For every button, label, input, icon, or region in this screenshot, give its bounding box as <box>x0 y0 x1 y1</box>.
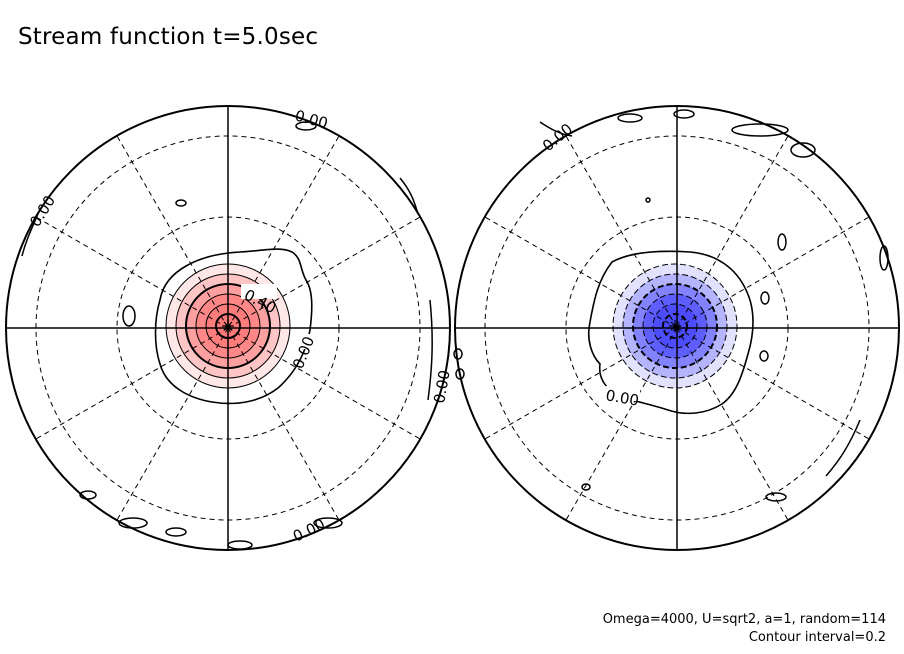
rim-contour <box>825 419 861 477</box>
small-contour <box>731 123 789 137</box>
contour-label: 0.00 <box>289 334 318 372</box>
small-contour <box>581 483 591 491</box>
small-contour <box>645 197 651 203</box>
contour-level <box>185 283 271 369</box>
pole-marker <box>222 320 234 332</box>
meridian-line <box>676 327 870 440</box>
contour-lines <box>453 109 889 502</box>
rim-contour <box>539 121 573 137</box>
small-contour <box>175 199 187 207</box>
pole-marker <box>669 320 681 332</box>
contour-level <box>175 273 281 379</box>
meridian-line <box>227 327 340 521</box>
small-contour <box>295 121 317 131</box>
meridian-line <box>35 327 229 440</box>
hemisphere-outline <box>5 105 451 551</box>
meridian-line <box>484 327 678 440</box>
contour-level <box>612 263 738 389</box>
contour-level <box>662 313 688 339</box>
contour-level <box>165 263 291 389</box>
meridian-line <box>116 135 229 329</box>
plot-footer: Omega=4000, U=sqrt2, a=1, random=114 Con… <box>603 611 886 647</box>
meridian-line <box>676 216 870 329</box>
contour-level <box>195 293 261 359</box>
contour-level <box>215 313 241 339</box>
contour-level <box>642 293 708 359</box>
plot-title: Stream function t=5.0sec <box>18 24 319 50</box>
meridian-line <box>676 135 789 329</box>
contour-level <box>205 303 251 349</box>
contour-label: 0.00 <box>430 369 454 405</box>
small-contour <box>617 113 643 123</box>
small-contour <box>790 142 816 158</box>
zero-contour <box>587 250 754 415</box>
meridian-line <box>676 327 789 521</box>
contour-interval-text: Contour interval=0.2 <box>748 630 886 645</box>
meridian-line <box>227 327 421 440</box>
parameters-text: Omega=4000, U=sqrt2, a=1, random=114 <box>602 612 886 627</box>
zero-contour <box>154 248 313 405</box>
contour-label: 0.00 <box>290 515 328 545</box>
small-contour <box>777 233 787 251</box>
small-contour <box>122 305 136 327</box>
meridian-line <box>484 216 678 329</box>
small-contour <box>165 527 187 537</box>
right-hemisphere: 0.00 0.00 0.00 <box>430 105 900 551</box>
rim-contour <box>427 299 433 401</box>
contour-label: 0.00 <box>26 192 59 230</box>
meridian-line <box>116 327 229 521</box>
contour-level <box>632 283 718 369</box>
small-contour <box>759 350 769 362</box>
contour-level <box>622 273 728 379</box>
small-contour <box>673 109 695 119</box>
small-contour <box>227 540 253 550</box>
contour-labels: 0.00 0.00 0.00 <box>430 120 640 410</box>
small-contour <box>313 517 343 529</box>
hemisphere-outline <box>454 105 900 551</box>
contour-label: 0.00 <box>604 386 640 410</box>
meridian-line <box>565 135 678 329</box>
contour-level <box>652 303 698 349</box>
small-contour <box>760 291 770 305</box>
small-contour <box>765 492 787 502</box>
meridian-line <box>35 216 229 329</box>
meridian-line <box>565 327 678 521</box>
small-contour <box>79 490 97 500</box>
meridian-line <box>227 216 421 329</box>
left-hemisphere: 0.40 0.00 0.00 0.00 0.00 <box>5 105 451 551</box>
